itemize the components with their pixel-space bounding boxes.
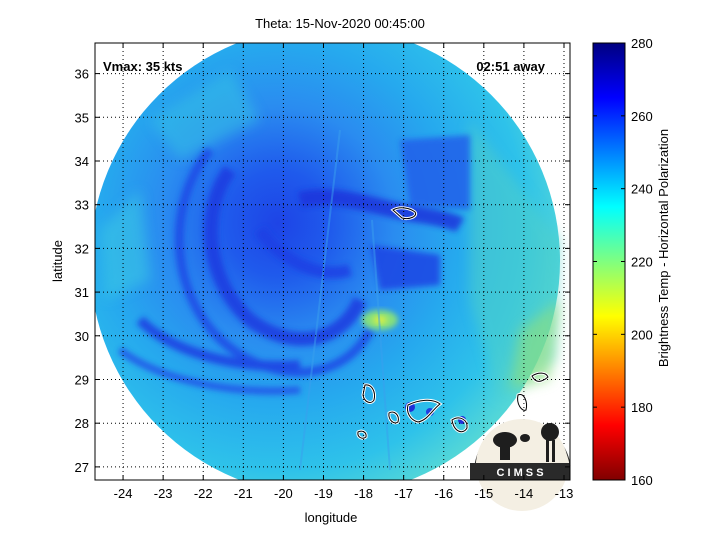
x-tick-label: -18	[354, 486, 373, 501]
x-tick-label: -15	[474, 486, 493, 501]
axis-ticks: -24 -23 -22 -21 -20 -19 -18 -17 -16 -15 -14 -13 27 28…	[75, 43, 574, 501]
x-tick-label: -13	[555, 486, 574, 501]
colorbar-tick-label: 160	[631, 473, 653, 488]
y-tick-label: 30	[75, 329, 89, 344]
grid-lines	[95, 43, 570, 480]
colorbar: 160 180 200 220 240 260 280 Brightness Temp - …	[592, 36, 671, 488]
y-axis-label: latitude	[50, 240, 65, 282]
x-tick-label: -24	[114, 486, 133, 501]
colorbar-tick-label: 260	[631, 109, 653, 124]
logo-text: C I M S S	[496, 467, 543, 479]
x-tick-label: -21	[234, 486, 253, 501]
y-tick-label: 34	[75, 154, 89, 169]
colorbar-tick-label: 200	[631, 327, 653, 342]
y-tick-label: 31	[75, 285, 89, 300]
colorbar-tick-label: 280	[631, 36, 653, 51]
colorbar-gradient	[592, 42, 626, 481]
y-tick-label: 33	[75, 198, 89, 213]
colorbar-tick-label: 240	[631, 182, 653, 197]
x-tick-label: -22	[194, 486, 213, 501]
x-tick-label: -20	[274, 486, 293, 501]
satellite-dish-icon	[493, 432, 530, 460]
y-tick-label: 29	[75, 372, 89, 387]
plot-frame	[94, 42, 571, 481]
y-tick-label: 28	[75, 416, 89, 431]
x-tick-label: -16	[434, 486, 453, 501]
vmax-annotation: Vmax: 35 kts	[103, 59, 183, 74]
colorbar-label: Brightness Temp - Horizontal Polarizatio…	[656, 129, 671, 367]
colorbar-tick-label: 220	[631, 255, 653, 270]
y-tick-label: 35	[75, 110, 89, 125]
y-tick-label: 36	[75, 67, 89, 82]
y-tick-label: 32	[75, 241, 89, 256]
x-tick-label: -17	[394, 486, 413, 501]
water-tower-icon	[541, 423, 559, 462]
brightness-swath	[95, 43, 560, 480]
colorbar-tick-label: 180	[631, 400, 653, 415]
x-axis-label: longitude	[305, 510, 358, 525]
cimss-logo: C I M S S	[470, 419, 571, 511]
y-tick-label: 27	[75, 460, 89, 475]
chart-title: Theta: 15-Nov-2020 00:45:00	[255, 16, 425, 31]
x-tick-label: -19	[314, 486, 333, 501]
x-tick-label: -14	[515, 486, 534, 501]
colorbar-ticks: 160 180 200 220 240 260 280	[593, 36, 653, 488]
x-tick-label: -23	[154, 486, 173, 501]
map-plot-area: C I M S S -24 -23 -22 -21 -20 -19 -18 -17 -16 -15…	[75, 42, 574, 511]
distance-annotation: 02:51 away	[476, 59, 545, 74]
